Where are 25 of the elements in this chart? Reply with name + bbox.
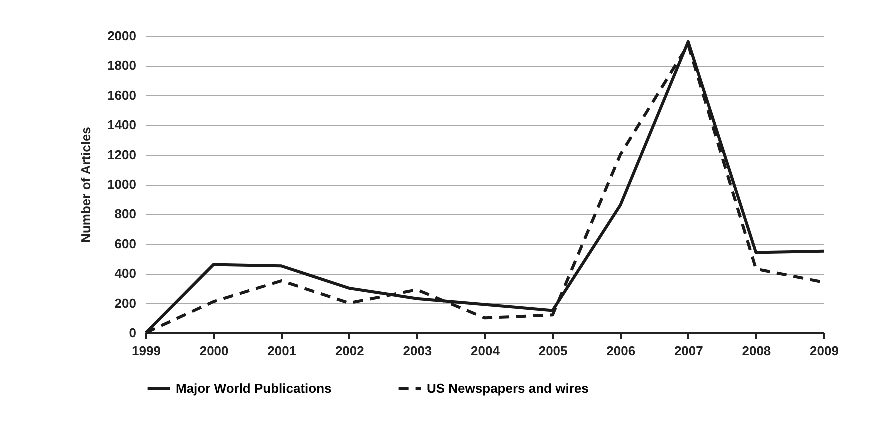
x-tick-label: 2007 — [674, 344, 704, 358]
y-tick-label: 1000 — [108, 177, 136, 192]
legend-label: Major World Publications — [176, 381, 332, 396]
y-tick-label: 0 — [129, 326, 136, 340]
y-tick-label: 800 — [114, 206, 136, 222]
x-tick-label: 1999 — [132, 344, 161, 358]
y-tick-label: 200 — [114, 296, 136, 311]
legend-label: US Newspapers and wires — [427, 381, 589, 396]
y-tick-label: 1600 — [108, 88, 136, 103]
x-tick-label: 2000 — [200, 344, 229, 358]
y-tick-label: 2000 — [108, 28, 136, 44]
y-tick-label: 400 — [114, 266, 136, 282]
x-tick-label: 2004 — [471, 344, 501, 358]
x-tick-label: 2005 — [538, 344, 568, 358]
y-tick-label: 600 — [114, 236, 136, 252]
x-tick-label: 2008 — [742, 344, 772, 358]
x-tick-label: 2006 — [606, 344, 636, 358]
x-tick-label: 2001 — [268, 344, 297, 358]
x-tick-label: 2009 — [810, 344, 839, 358]
y-tick-label: 1400 — [108, 118, 136, 133]
x-tick-label: 2003 — [403, 344, 432, 358]
y-tick-label: 1200 — [108, 147, 136, 162]
y-tick-label: 1800 — [108, 58, 136, 74]
y-axis-title: Number of Articles — [78, 127, 94, 243]
x-tick-label: 2002 — [335, 344, 364, 358]
